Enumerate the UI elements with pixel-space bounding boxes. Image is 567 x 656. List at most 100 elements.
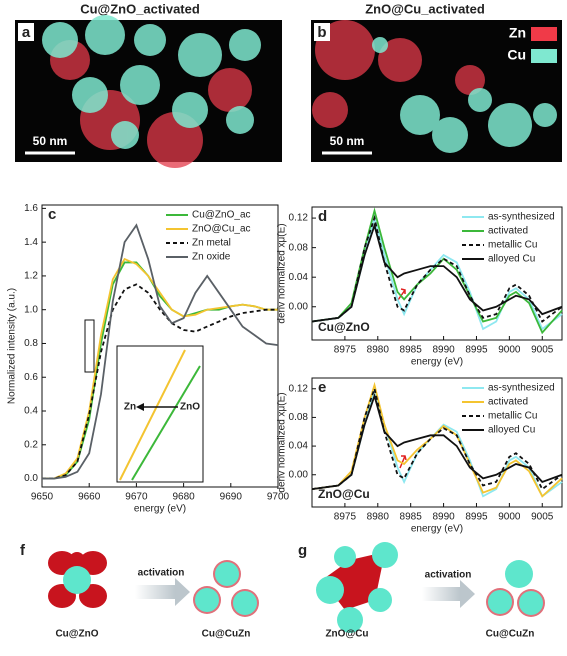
x-axis-label: energy (eV) — [411, 524, 463, 535]
x-tick-label: 8985 — [400, 345, 423, 356]
x-tick-label: 8985 — [400, 512, 423, 523]
shift-arrow — [399, 455, 407, 469]
x-axis-label: energy (eV) — [134, 504, 186, 515]
x-tick-label: 9700 — [267, 492, 290, 503]
series-line — [311, 385, 563, 491]
y-tick-label: 0.0 — [24, 473, 38, 484]
label-box — [18, 23, 34, 41]
y-axis-label: deriv normalized xμ(E) — [277, 392, 288, 492]
plot-frame — [311, 206, 563, 341]
panel-label: e — [318, 379, 326, 396]
x-tick-label: 8975 — [334, 512, 357, 523]
plot-frame — [311, 377, 563, 508]
annotation: ZnO@Cu — [318, 487, 370, 501]
x-tick-label: 9000 — [498, 512, 521, 523]
x-tick-label: 8995 — [465, 512, 488, 523]
label-box — [314, 23, 330, 41]
y-tick-label: 0.00 — [289, 469, 309, 480]
x-tick-label: 9005 — [531, 512, 554, 523]
legend-label: alloyed Cu — [488, 425, 535, 436]
x-tick-label: 9005 — [531, 345, 554, 356]
zoom-box — [84, 319, 95, 373]
panel-label: b — [317, 24, 326, 41]
legend-label: Zn metal — [192, 238, 231, 249]
inset-arrow-head — [136, 403, 144, 411]
y-tick-label: 1.0 — [24, 304, 38, 315]
schematic — [48, 551, 259, 617]
y-tick-label: 0.08 — [289, 242, 309, 253]
legend-label: activated — [488, 397, 528, 408]
legend-label: Cu — [507, 47, 526, 63]
series-line — [311, 214, 563, 323]
scale-bar-label: 50 nm — [330, 134, 365, 148]
x-tick-label: 9000 — [498, 345, 521, 356]
x-tick-label: 8975 — [334, 345, 357, 356]
panel-label: a — [22, 24, 31, 41]
legend-label: as-synthesized — [488, 212, 555, 223]
inset-line — [131, 365, 201, 481]
legend-swatch — [531, 27, 557, 41]
y-axis-label: deriv normalized xμ(E) — [277, 223, 288, 323]
x-tick-label: 8980 — [367, 512, 390, 523]
map-image — [15, 15, 282, 168]
y-tick-label: 0.08 — [289, 412, 309, 423]
panel-label: f — [20, 542, 26, 559]
y-tick-label: 0.2 — [24, 439, 38, 450]
x-tick-label: 9650 — [31, 492, 54, 503]
y-tick-label: 0.8 — [24, 338, 38, 349]
inset-label: Zn — [124, 402, 136, 413]
y-tick-label: 0.04 — [289, 272, 309, 283]
legend-label: Zn oxide — [192, 252, 231, 263]
schematic — [316, 542, 545, 633]
arrow-label: activation — [138, 568, 185, 579]
x-tick-label: 8980 — [367, 345, 390, 356]
legend-label: Zn — [509, 25, 526, 41]
y-tick-label: 0.12 — [289, 383, 309, 394]
schematic-label: Cu@CuZn — [486, 629, 535, 640]
schematic-label: Cu@CuZn — [202, 629, 251, 640]
x-tick-label: 9690 — [220, 492, 243, 503]
x-tick-label: 9670 — [125, 492, 148, 503]
x-axis-label: energy (eV) — [411, 357, 463, 368]
y-tick-label: 1.6 — [24, 203, 38, 214]
y-tick-label: 0.12 — [289, 213, 309, 224]
schematic-label: ZnO@Cu — [325, 629, 368, 640]
x-tick-label: 8995 — [465, 345, 488, 356]
legend-label: Cu@ZnO_ac — [192, 210, 251, 221]
legend-label: alloyed Cu — [488, 254, 535, 265]
panel-label: d — [318, 208, 327, 225]
annotation: Cu@ZnO — [318, 320, 370, 334]
legend-label: metallic Cu — [488, 240, 537, 251]
x-tick-label: 8990 — [432, 512, 455, 523]
shift-arrow — [397, 288, 406, 301]
x-tick-label: 9660 — [78, 492, 101, 503]
x-tick-label: 9680 — [172, 492, 195, 503]
legend-label: ZnO@Cu_ac — [192, 224, 251, 235]
scale-bar-label: 50 nm — [33, 134, 68, 148]
inset-label: ZnO — [180, 402, 200, 413]
y-tick-label: 1.4 — [24, 237, 38, 248]
series-line — [311, 222, 563, 323]
y-axis-label: Normalized intensity (a.u.) — [7, 288, 18, 404]
x-tick-label: 8990 — [432, 345, 455, 356]
y-tick-label: 0.00 — [289, 301, 309, 312]
series-line — [42, 223, 279, 480]
legend-label: activated — [488, 226, 528, 237]
schematic-label: Cu@ZnO — [55, 629, 98, 640]
inset-line — [119, 349, 186, 481]
series-line — [42, 283, 278, 480]
plot-frame — [41, 204, 279, 488]
legend-label: as-synthesized — [488, 383, 555, 394]
y-tick-label: 0.04 — [289, 441, 309, 452]
series-line — [311, 392, 563, 490]
legend-swatch — [531, 49, 557, 63]
y-tick-label: 0.6 — [24, 372, 38, 383]
y-tick-label: 0.4 — [24, 406, 38, 417]
image-title: Cu@ZnO_activated — [80, 1, 200, 16]
series-line — [42, 257, 278, 480]
image-title: ZnO@Cu_activated — [365, 1, 485, 16]
y-tick-label: 1.2 — [24, 271, 38, 282]
panel-label: c — [48, 206, 56, 223]
legend-label: metallic Cu — [488, 411, 537, 422]
